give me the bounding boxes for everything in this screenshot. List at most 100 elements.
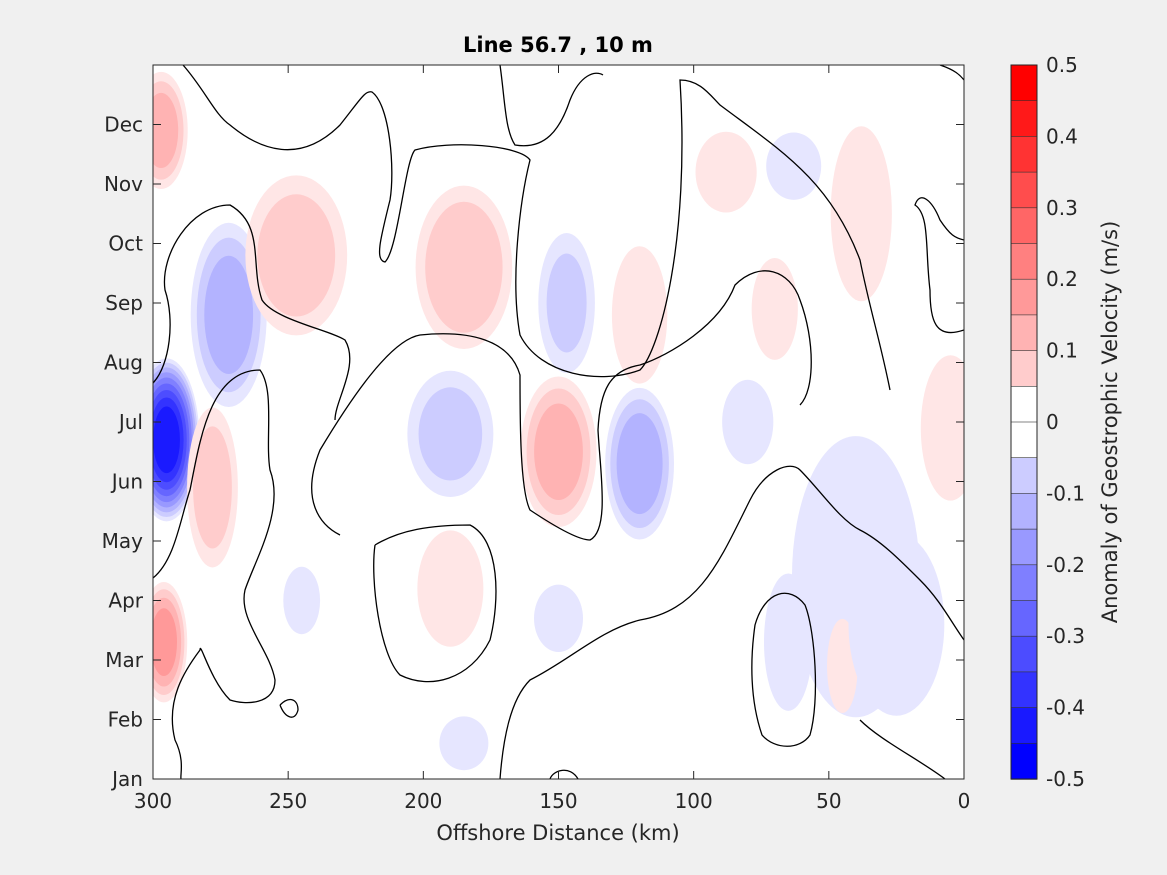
y-tick-label: Jun (110, 470, 143, 494)
anomaly-blob (415, 185, 513, 349)
anomaly-level (283, 566, 321, 635)
colorbar-bin (1010, 243, 1038, 280)
anomaly-blob (153, 71, 188, 190)
colorbar-bin (1010, 493, 1038, 530)
anomaly-blob (538, 233, 595, 373)
x-tick-label: 50 (816, 789, 841, 813)
zero-contour-line (279, 698, 299, 718)
colorbar-bin (1010, 64, 1038, 102)
anomaly-blob (417, 530, 484, 647)
colorbar-tick-label: 0.3 (1046, 196, 1078, 220)
y-tick-label: Jul (117, 410, 143, 434)
colorbar-bin (1010, 278, 1038, 316)
heatmap-layer (153, 71, 964, 771)
colorbar-bin (1010, 421, 1038, 459)
anomaly-blob (611, 246, 668, 384)
zero-contour-line (499, 465, 964, 779)
zero-contour-line (499, 65, 604, 147)
zero-contour-line (153, 204, 351, 421)
anomaly-blob (722, 379, 774, 465)
x-axis-title: Offshore Distance (km) (436, 821, 679, 845)
anomaly-blob (605, 387, 674, 540)
colorbar-bin (1010, 600, 1038, 637)
zero-contour-line (182, 65, 891, 391)
anomaly-level (830, 126, 892, 302)
colorbar-tick-label: 0.4 (1046, 124, 1078, 148)
colorbar-bin (1010, 742, 1038, 780)
zero-contour-line (859, 719, 946, 779)
colorbar-tick-label: -0.1 (1046, 481, 1085, 505)
x-tick-label: 0 (958, 789, 971, 813)
zero-contour-line (311, 270, 812, 541)
y-tick-label: Dec (104, 113, 143, 137)
colorbar-bin (1010, 314, 1038, 352)
anomaly-blob (153, 581, 188, 703)
colorbar-tick-label: -0.4 (1046, 696, 1085, 720)
anomaly-level (257, 194, 336, 317)
colorbar-bin (1010, 350, 1038, 388)
anomaly-blob (534, 584, 583, 653)
axes: 300 250 200 150 100 50 0 Jan Feb Mar Apr May Jun Jul A… (102, 65, 971, 813)
anomaly-blob (848, 532, 945, 716)
anomaly-level (534, 584, 583, 653)
anomaly-blob (751, 258, 798, 360)
zero-contour-line (939, 65, 964, 81)
anomaly-level (534, 403, 583, 501)
x-tick-label: 200 (404, 789, 442, 813)
zero-contour-line (751, 592, 817, 747)
anomaly-level (751, 258, 798, 360)
colorbar-tick-label: 0.1 (1046, 339, 1078, 363)
y-tick-label: Apr (108, 589, 143, 613)
zero-contours (153, 65, 964, 779)
anomaly-level (153, 92, 179, 169)
anomaly-level (418, 387, 483, 481)
anomaly-level (417, 530, 484, 647)
anomaly-level (766, 132, 822, 200)
y-tick-label: Aug (104, 351, 143, 375)
colorbar-bin (1010, 564, 1038, 602)
zero-contour-line (373, 524, 497, 683)
x-tick-label: 300 (134, 789, 172, 813)
y-tick-label: Jan (110, 767, 143, 791)
anomaly-blob (407, 370, 494, 497)
chart-title: Line 56.7 , 10 m (463, 33, 653, 57)
colorbar-tick-label: -0.5 (1046, 767, 1085, 791)
colorbar-bin (1010, 707, 1038, 744)
colorbar: 0.5 0.4 0.3 0.2 0.1 0 -0.1 -0.2 -0.3 -0.4 -0.5 (1010, 53, 1085, 791)
colorbar-tick-label: -0.3 (1046, 624, 1085, 648)
y-tick-label: Sep (105, 291, 143, 315)
y-tick-label: Nov (104, 172, 143, 196)
anomaly-level (616, 413, 663, 515)
anomaly-blob (920, 355, 964, 501)
y-tick-label: Mar (105, 648, 144, 672)
anomaly-blob (520, 376, 597, 528)
anomaly-blob (283, 566, 321, 635)
anomaly-level (695, 131, 757, 213)
x-tick-label: 100 (675, 789, 713, 813)
colorbar-bin (1010, 385, 1038, 423)
colorbar-tick-label: 0 (1046, 410, 1059, 434)
x-tick-label: 150 (539, 789, 577, 813)
y-tick-label: Oct (108, 232, 143, 256)
colorbar-bin (1010, 136, 1038, 173)
anomaly-level (920, 355, 964, 501)
anomaly-blob (766, 132, 822, 200)
colorbar-bin (1010, 528, 1038, 566)
colorbar-tick-label: 0.2 (1046, 267, 1078, 291)
anomaly-level (848, 532, 945, 716)
anomaly-level (425, 201, 503, 333)
colorbar-tick-label: -0.2 (1046, 553, 1085, 577)
zero-contour-line (914, 197, 964, 334)
anomaly-blob (830, 126, 892, 302)
anomaly-level (546, 253, 587, 353)
anomaly-level (722, 379, 774, 465)
colorbar-bin (1010, 635, 1038, 673)
x-tick-label: 250 (269, 789, 307, 813)
y-tick-label: Feb (108, 708, 143, 732)
colorbar-label: Anomaly of Geostrophic Velocity (m/s) (1098, 221, 1122, 624)
anomaly-blob (245, 175, 348, 336)
zero-contour-line (549, 769, 579, 779)
anomaly-blob (439, 716, 489, 771)
anomaly-level (153, 608, 178, 677)
